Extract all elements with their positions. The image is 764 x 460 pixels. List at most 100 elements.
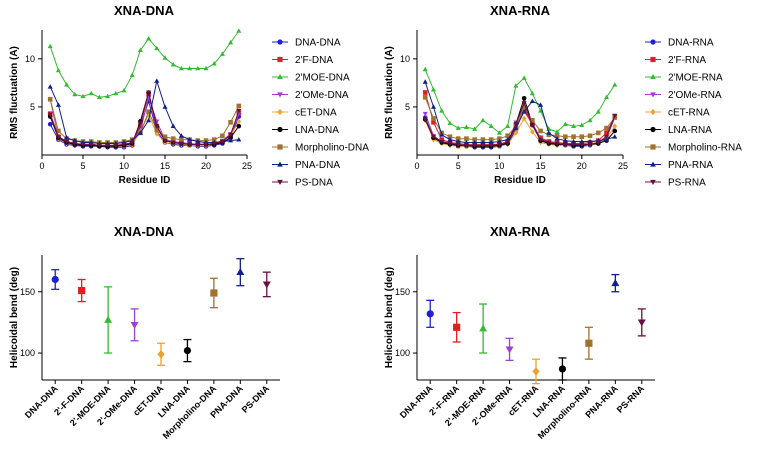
data-point [571,138,577,144]
data-point [129,140,135,146]
data-point [137,121,143,126]
rmsf-chart-dna: XNA-DNA 0 5 10 15 20 25 5 10 Residue ID RMS fluctu… [9,3,369,189]
data-point [554,141,560,147]
data-point [546,132,552,138]
mean-marker [611,279,620,287]
point-morpholino-rna: Morpholino-RNA [536,326,594,441]
data-point [146,36,152,41]
data-point [579,134,585,140]
data-point [463,124,469,129]
data-point [422,117,428,123]
point-morpholino-dna: Morpholino-DNA [161,277,219,441]
data-point [162,134,168,140]
data-point [521,115,527,122]
legend-label: 2'F-DNA [295,55,333,66]
data-point [236,28,242,33]
x-tick-label: 10 [494,161,504,171]
data-point [463,139,469,145]
legend-label: Morpholino-RNA [668,143,742,154]
legend-label: cET-RNA [668,108,710,119]
data-point [496,130,502,135]
data-point [546,140,552,146]
mean-marker [453,323,461,331]
y-tick-label: 100 [20,348,35,358]
data-point [513,83,519,88]
x-tick-label: 0 [414,161,419,171]
y-tick-label: 5 [405,102,410,112]
data-point [455,142,461,148]
y-axis-label: RMS fluctuation (A) [9,46,20,139]
data-point [579,138,585,144]
data-point [211,61,217,66]
data-point [228,120,233,125]
category-label: PS-DNA [240,383,272,415]
mean-marker [157,349,165,359]
mean-marker [479,324,488,332]
legend-marker [650,108,656,116]
mean-marker [558,365,567,373]
y-tick-label: 150 [20,287,35,297]
data-point [121,87,127,93]
legend-item-2-moe-rna: 2'MOE-RNA [645,73,723,84]
data-point [505,140,511,146]
data-point [47,121,53,127]
point-ps-dna: PS-DNA [240,271,272,415]
data-point [604,125,609,131]
data-point [203,142,209,148]
data-point [430,104,437,109]
legend-marker [277,74,283,80]
data-point [480,117,486,123]
data-point [579,142,585,148]
legend-marker [277,39,283,45]
data-point [612,113,618,119]
data-point [455,125,461,130]
mean-marker [51,275,59,284]
data-point [47,96,53,102]
data-point [178,65,184,71]
mean-marker [210,289,218,297]
legend-item-morpholino-rna: Morpholino-RNA [645,143,742,154]
data-point [455,138,461,144]
data-point [228,135,233,140]
data-point [178,141,184,147]
x-tick-label: 20 [201,161,211,171]
x-tick-label: 5 [456,161,461,171]
data-point [154,124,160,129]
data-point [422,90,428,95]
data-point [195,142,201,148]
data-point [505,133,510,139]
legend-label: LNA-RNA [668,125,712,136]
data-point [64,135,70,140]
legend-label: Morpholino-DNA [295,143,369,154]
legend-item-2-f-dna: 2'F-DNA [272,55,333,66]
x-axis-label: Residue ID [494,175,546,186]
data-point [187,136,193,142]
legend-label: 2'MOE-DNA [295,73,350,84]
legend-marker [650,161,656,167]
data-point [587,133,593,139]
data-point [472,126,478,131]
data-point [72,137,78,143]
legend-label: DNA-DNA [295,38,341,49]
legend: DNA-RNA 2'F-RNA 2'MOE-RNA 2'OMe-RNA cET-RNA L… [645,38,742,189]
data-point [530,118,535,123]
x-tick-label: 0 [39,161,44,171]
data-point [236,123,242,129]
x-tick-label: 25 [618,161,628,171]
data-point [579,122,585,128]
legend-marker [650,144,656,150]
y-tick-label: 150 [395,287,410,297]
x-tick-label: 25 [242,161,252,171]
data-point [236,118,242,125]
data-point [47,43,53,49]
data-point [480,143,486,149]
data-point [228,132,234,138]
data-point [521,109,527,114]
data-point [513,122,519,127]
data-point [72,91,78,97]
mean-marker [130,321,139,329]
data-point [105,93,111,99]
legend-marker [277,108,283,116]
data-point [170,136,176,141]
data-point [187,142,193,148]
